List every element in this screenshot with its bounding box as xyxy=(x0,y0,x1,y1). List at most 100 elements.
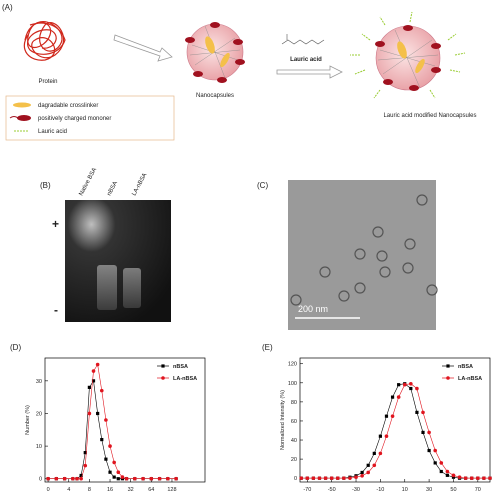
x-tick-label: 70 xyxy=(475,487,481,493)
marker xyxy=(482,476,486,480)
marker xyxy=(476,476,480,480)
marker xyxy=(133,476,137,481)
marker xyxy=(372,451,376,455)
marker xyxy=(299,476,304,480)
y-tick-label: 60 xyxy=(291,419,297,425)
marker xyxy=(427,448,431,453)
tem-image xyxy=(288,180,436,330)
marker xyxy=(409,381,413,386)
protein-icon xyxy=(23,21,66,61)
marker xyxy=(91,369,96,373)
marker xyxy=(62,476,67,481)
marker xyxy=(457,475,462,480)
marker xyxy=(317,476,322,480)
marker xyxy=(421,430,425,434)
x-tick-label: 0 xyxy=(47,487,50,493)
series-line xyxy=(48,379,177,480)
modified-label: Lauric acid modified Nanocapsules xyxy=(383,113,476,119)
marker xyxy=(112,460,116,465)
legend-text: Lauric acid xyxy=(38,129,67,135)
panel-label: (E) xyxy=(262,343,273,352)
marker xyxy=(108,470,112,474)
series-line xyxy=(48,363,177,480)
marker xyxy=(469,476,474,480)
marker xyxy=(366,470,371,475)
marker xyxy=(415,410,419,414)
x-tick-label: -50 xyxy=(328,487,336,493)
marker xyxy=(95,362,100,367)
marker xyxy=(83,451,87,455)
marker xyxy=(157,476,162,481)
series-line xyxy=(301,383,490,479)
legend-label: nBSA xyxy=(173,364,188,370)
marker xyxy=(378,434,382,438)
legend-marker xyxy=(446,376,450,380)
marker xyxy=(104,457,108,461)
lane-label: LA-nBSA xyxy=(131,172,148,197)
marker xyxy=(323,476,328,480)
marker xyxy=(433,448,437,453)
y-tick-label: 10 xyxy=(36,444,42,450)
panel-label: (D) xyxy=(10,343,21,352)
marker xyxy=(360,474,364,478)
legend-label: LA-nBSA xyxy=(458,376,482,382)
nanocapsules-label: Nanocapsules xyxy=(196,93,234,99)
marker xyxy=(83,463,88,468)
x-tick-label: -30 xyxy=(352,487,360,493)
y-tick-label: 30 xyxy=(36,379,42,385)
marker xyxy=(96,411,100,416)
y-tick-label: 100 xyxy=(288,381,297,387)
marker xyxy=(390,395,395,399)
x-tick-label: -70 xyxy=(303,487,311,493)
marker xyxy=(311,476,316,480)
marker xyxy=(409,386,413,391)
crosslinker-icon xyxy=(13,102,31,108)
y-tick-label: 20 xyxy=(36,411,42,417)
marker xyxy=(54,476,59,481)
series-line xyxy=(301,383,490,479)
x-tick-label: 8 xyxy=(88,487,91,493)
marker xyxy=(439,469,443,474)
marker xyxy=(149,476,154,481)
y-tick-label: 0 xyxy=(39,477,42,483)
x-tick-label: 32 xyxy=(128,487,134,493)
y-tick-label: 20 xyxy=(291,457,297,463)
marker xyxy=(433,461,437,465)
marker xyxy=(116,470,121,475)
marker xyxy=(120,475,125,479)
marker xyxy=(305,476,310,480)
marker xyxy=(87,385,91,389)
marker xyxy=(71,476,75,481)
arrow xyxy=(276,65,343,79)
marker xyxy=(335,476,340,480)
marker xyxy=(99,388,104,393)
panel-label: (C) xyxy=(257,181,268,190)
marker xyxy=(174,476,178,481)
marker xyxy=(112,475,116,479)
marker xyxy=(342,476,346,480)
legend-label: nBSA xyxy=(458,364,473,370)
y-tick-label: 80 xyxy=(291,400,297,406)
marker xyxy=(378,451,383,456)
x-tick-label: 4 xyxy=(67,487,70,493)
x-tick-label: 30 xyxy=(426,487,432,493)
monomer-tail xyxy=(9,116,19,119)
y-axis-label: Number (%) xyxy=(25,405,31,435)
marker xyxy=(141,476,145,481)
x-tick-label: -10 xyxy=(376,487,384,493)
y-axis-label: Normalized Intensity (%) xyxy=(280,390,286,450)
legend-box xyxy=(5,95,175,141)
scale-bar-label: 200 nm xyxy=(298,304,328,314)
y-tick-label: 40 xyxy=(291,438,297,444)
lane-label: nBSA xyxy=(106,181,119,197)
minus-sign: - xyxy=(54,303,58,317)
x-tick-label: 50 xyxy=(450,487,456,493)
x-tick-label: 16 xyxy=(107,487,113,493)
marker xyxy=(46,476,50,481)
marker xyxy=(402,382,407,387)
marker xyxy=(451,473,456,478)
marker xyxy=(415,386,419,391)
lane-label: Native BSA xyxy=(78,167,98,197)
legend-marker xyxy=(161,376,165,380)
